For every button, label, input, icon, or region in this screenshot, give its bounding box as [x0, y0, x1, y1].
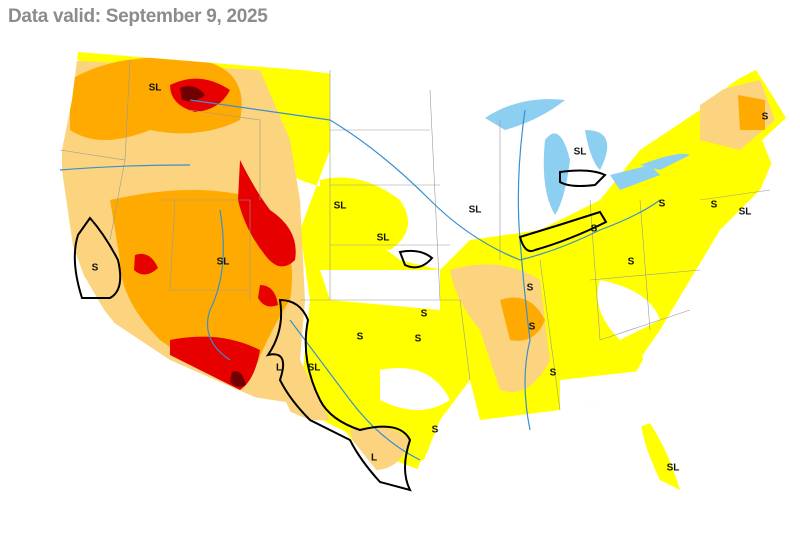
impact-label: S — [529, 322, 536, 333]
state-lines — [59, 59, 771, 411]
impact-label: L — [371, 453, 377, 464]
impact-label: S — [432, 425, 439, 436]
impact-label: S — [357, 332, 364, 343]
lakes — [485, 99, 690, 215]
impact-label: S — [659, 199, 666, 210]
impact-label: S — [711, 200, 718, 211]
impact-label: S — [591, 224, 598, 235]
impact-label: SL — [469, 205, 482, 216]
impact-label: SL — [149, 83, 162, 94]
impact-label: S — [527, 283, 534, 294]
impact-label: SL — [334, 201, 347, 212]
impact-label: SL — [377, 233, 390, 244]
impact-boundaries — [73, 169, 608, 492]
impact-label: S — [628, 257, 635, 268]
impact-label: SL — [739, 207, 752, 218]
impact-label: S — [92, 263, 99, 274]
impact-label: SL — [308, 363, 321, 374]
impact-label: S — [762, 112, 769, 123]
impact-label: SL — [217, 257, 230, 268]
title: Data valid: September 9, 2025 — [8, 6, 268, 27]
impact-label: S — [421, 309, 428, 320]
impact-label: SL — [667, 463, 680, 474]
impact-label: SL — [574, 147, 587, 158]
impact-label: L — [276, 363, 282, 374]
impact-label: S — [550, 368, 557, 379]
rivers — [59, 99, 661, 461]
impact-label: S — [415, 334, 422, 345]
